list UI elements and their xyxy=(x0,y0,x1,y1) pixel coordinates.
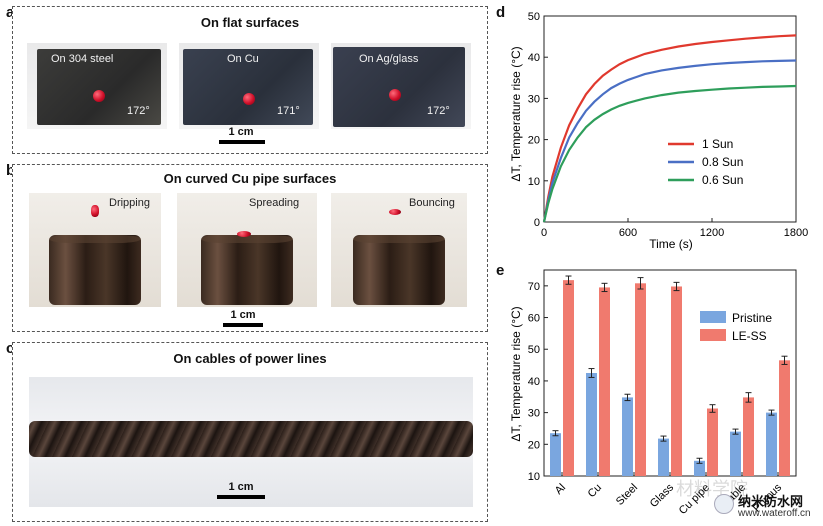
flat-photo-cu: On Cu 171° xyxy=(179,43,319,129)
panel-b-box: On curved Cu pipe surfaces Dripping Spre… xyxy=(12,164,488,332)
panel-a-title: On flat surfaces xyxy=(200,15,300,30)
x-tick-label: 1800 xyxy=(784,227,808,239)
contact-angle-steel: 172° xyxy=(127,105,150,117)
y-tick-label: 30 xyxy=(528,408,540,420)
bar xyxy=(766,412,777,476)
panel-a-box: On flat surfaces On 304 steel 172° On Cu… xyxy=(12,6,488,154)
contact-angle-cu: 171° xyxy=(277,105,300,117)
sample-label-agglass: On Ag/glass xyxy=(359,53,419,65)
x-tick-label: Glass xyxy=(648,481,677,510)
frame-label-dripping: Dripping xyxy=(109,197,150,209)
pipe-photo-dripping: Dripping xyxy=(29,193,161,307)
panel-letter-c: c xyxy=(6,340,15,357)
x-tick-label: 600 xyxy=(619,227,637,239)
x-tick-label: Steel xyxy=(614,482,640,508)
bar xyxy=(550,433,561,476)
water-droplet xyxy=(389,89,401,101)
scale-bar-label: 1 cm xyxy=(230,309,256,321)
watermark-faint: 材料学院 xyxy=(676,479,748,499)
bar xyxy=(730,431,741,476)
panel-letter-a: a xyxy=(6,4,15,21)
contact-angle-agglass: 172° xyxy=(427,105,450,117)
pipe-photo-bouncing: Bouncing xyxy=(331,193,467,307)
sample-label-cu: On Cu xyxy=(227,53,259,65)
legend-label: 0.6 Sun xyxy=(702,173,743,187)
scale-bar xyxy=(219,140,265,144)
bar xyxy=(658,438,669,476)
series-line xyxy=(542,84,797,223)
series-line xyxy=(542,34,797,223)
bar xyxy=(707,408,718,476)
scale-bar xyxy=(217,495,265,499)
y-tick-label: 50 xyxy=(528,11,540,23)
y-tick-label: 10 xyxy=(528,176,540,188)
x-axis-label: Time (s) xyxy=(649,237,693,251)
water-droplet xyxy=(93,90,105,102)
flat-photo-steel: On 304 steel 172° xyxy=(27,43,167,129)
chart-d: ΔT, Temperature rise (°C) Time (s) 0 10 20… xyxy=(509,11,808,251)
legend-label: 1 Sun xyxy=(702,137,733,151)
y-tick-label: 40 xyxy=(528,52,540,64)
y-tick-label: 50 xyxy=(528,344,540,356)
y-tick-label: 20 xyxy=(528,439,540,451)
pipe-photo-spreading: Spreading xyxy=(177,193,317,307)
bar xyxy=(743,397,754,476)
y-axis-label: ΔT, Temperature rise (°C) xyxy=(509,46,523,181)
panel-letter-e: e xyxy=(496,262,505,279)
panel-c-box: On cables of power lines 1 cm xyxy=(12,342,488,522)
water-droplet xyxy=(91,205,99,217)
y-tick-label: 40 xyxy=(528,376,540,388)
watermark-title: 纳米防水网 xyxy=(738,494,804,509)
watermark-logo xyxy=(714,494,734,514)
water-droplet xyxy=(243,93,255,105)
legend-label: LE-SS xyxy=(732,329,767,343)
y-tick-label: 30 xyxy=(528,93,540,105)
x-tick-label: 1200 xyxy=(700,227,724,239)
legend-swatch xyxy=(700,311,726,323)
x-tick-label: Cu xyxy=(586,482,604,500)
y-tick-label: 10 xyxy=(528,471,540,483)
watermark-url: www.wateroff.cn xyxy=(738,508,811,519)
scale-bar xyxy=(223,323,263,327)
frame-label-bouncing: Bouncing xyxy=(409,197,455,209)
cable-photo xyxy=(29,377,473,507)
water-droplet xyxy=(389,209,401,215)
x-tick-label: Al xyxy=(553,482,568,497)
bar xyxy=(694,460,705,476)
flat-photo-agglass: On Ag/glass 172° xyxy=(331,43,471,129)
bar xyxy=(599,287,610,476)
plot-frame xyxy=(543,15,797,223)
water-droplet xyxy=(237,231,251,237)
panel-letter-d: d xyxy=(496,4,506,21)
power-cable xyxy=(29,421,473,457)
panel-b-title: On curved Cu pipe surfaces xyxy=(163,171,337,186)
y-tick-label: 70 xyxy=(528,281,540,293)
bar xyxy=(622,397,633,476)
panel-c-title: On cables of power lines xyxy=(173,351,327,366)
scale-bar-label: 1 cm xyxy=(228,481,254,493)
y-tick-label: 60 xyxy=(528,313,540,325)
legend-label: 0.8 Sun xyxy=(702,155,743,169)
bar xyxy=(586,373,597,476)
panel-letter-b: b xyxy=(6,162,16,179)
series-line xyxy=(542,59,797,223)
bar xyxy=(779,360,790,476)
legend-swatch xyxy=(700,329,726,341)
bar xyxy=(671,286,682,476)
sample-label-steel: On 304 steel xyxy=(51,53,114,65)
chart-e: ΔT, Temperature rise (°C) 10 20 30 40 50 60 70… xyxy=(509,269,797,517)
x-tick-label: 0 xyxy=(541,227,547,239)
y-axis-label: ΔT, Temperature rise (°C) xyxy=(509,306,523,441)
legend-label: Pristine xyxy=(732,311,772,325)
plot-frame xyxy=(543,269,797,477)
y-tick-label: 20 xyxy=(528,135,540,147)
y-tick-label: 0 xyxy=(534,217,540,229)
bar xyxy=(635,283,646,476)
frame-label-spreading: Spreading xyxy=(249,197,300,209)
bar xyxy=(563,280,574,476)
scale-bar-label: 1 cm xyxy=(228,126,254,138)
